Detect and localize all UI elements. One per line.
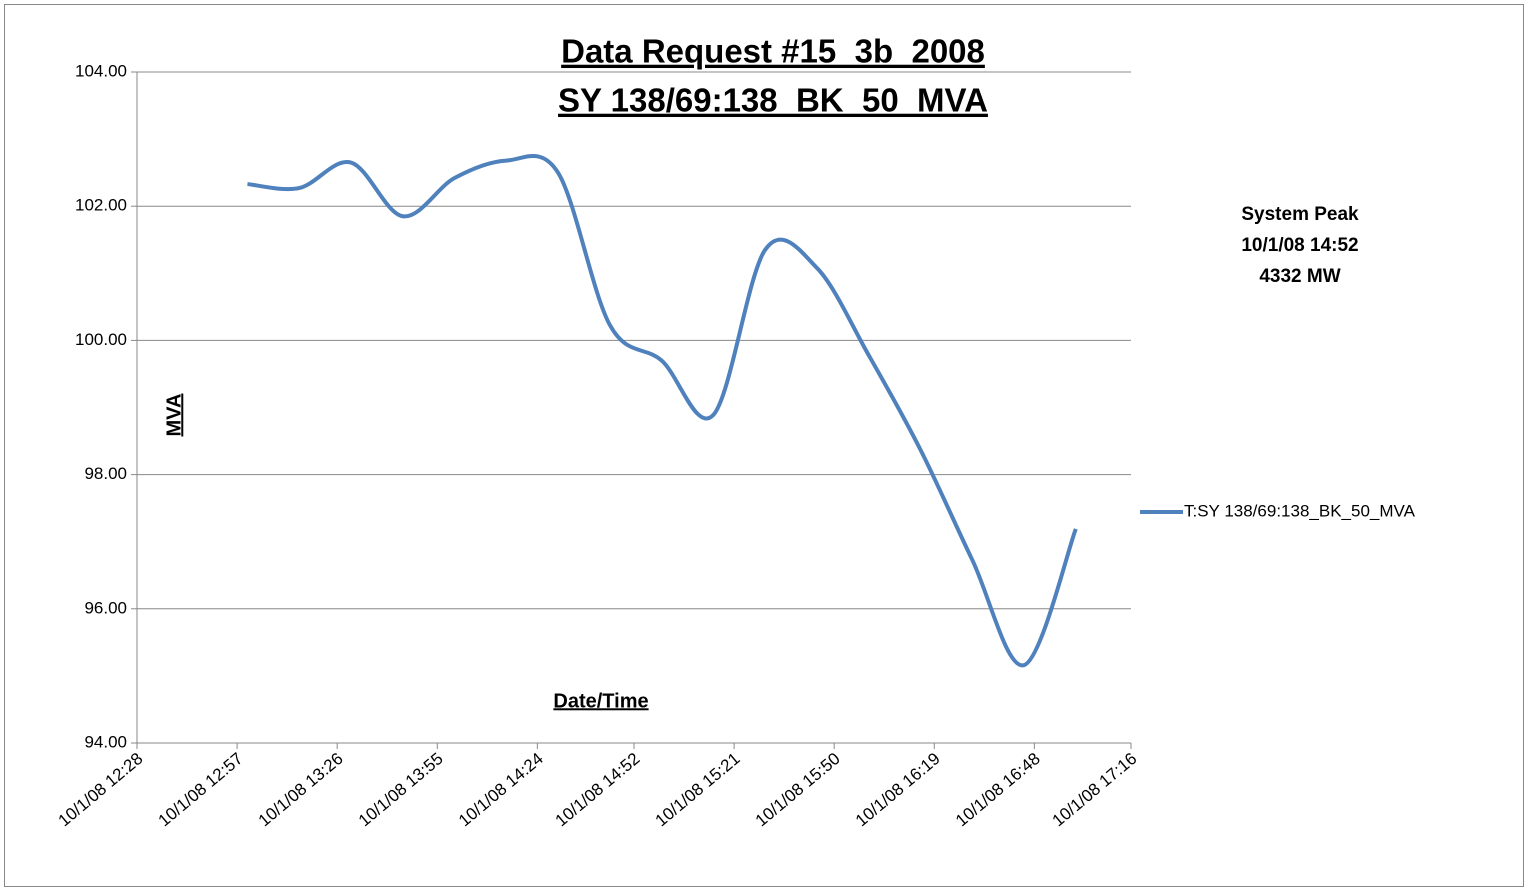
annotation: 4332 MW [1259, 266, 1340, 287]
annotation: 10/1/08 14:52 [1241, 235, 1358, 256]
y-tick-label: 102.00 [75, 196, 127, 215]
line-series [247, 154, 1078, 668]
legend-label: T:SY 138/69:138_BK_50_MVA [1184, 501, 1416, 520]
y-tick-label: 104.00 [75, 61, 127, 80]
annotation: System Peak [1241, 204, 1359, 225]
y-axis-label: MVA [163, 394, 185, 437]
x-axis-label: Date/Time [553, 690, 648, 712]
y-tick-label: 94.00 [84, 732, 127, 751]
y-tick-label: 96.00 [84, 598, 127, 617]
chart-subtitle: SY 138/69:138_BK_50_MVA [558, 82, 988, 119]
y-tick-label: 98.00 [84, 464, 127, 483]
y-tick-label: 100.00 [75, 330, 127, 349]
chart-border [4, 4, 1524, 887]
chart-title: Data Request #15_3b_2008 [561, 33, 985, 70]
